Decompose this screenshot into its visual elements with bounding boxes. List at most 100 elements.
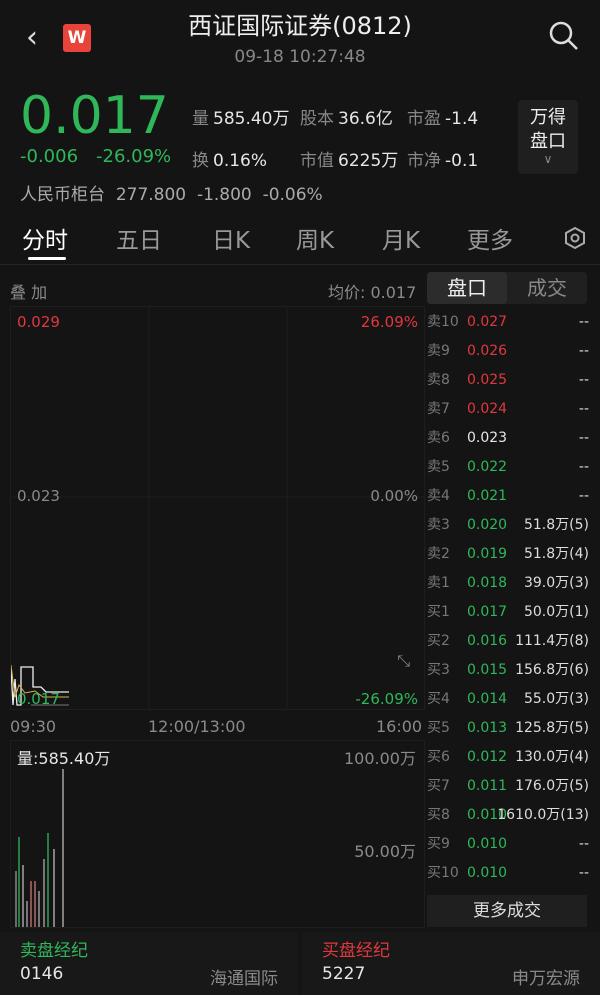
tab-daily[interactable]: 日K [212,228,251,254]
level-label: 卖3 [427,517,450,533]
level-volume: 156.8万(6) [515,662,589,678]
stat-key: 量 [192,109,209,129]
tab-trades[interactable]: 成交 [527,276,567,300]
buy-broker-code: 5227 [322,964,366,984]
chart-tabs: 分时 五日 日K 周K 月K 更多 [0,215,600,261]
level-price: 0.013 [467,720,508,736]
stat-value: 36.6亿 [338,109,393,129]
level-label: 卖10 [427,314,459,330]
bid-row[interactable]: 买1 0.017 50.0万(1) [427,598,589,627]
tab-monthly[interactable]: 月K [382,228,421,254]
y-min: 0.017 [17,690,60,708]
back-button[interactable]: ‹ [26,20,38,55]
level-label: 买5 [427,720,450,736]
label: 盘口 [530,131,566,152]
y-mid: 0.023 [17,487,60,505]
stat-item: 股本 36.6亿 [300,104,393,129]
settings-icon[interactable] [563,226,587,250]
ask-row[interactable]: 卖9 0.026 -- [427,337,589,366]
search-icon[interactable] [548,20,580,52]
level-price: 0.014 [467,691,508,707]
bid-row[interactable]: 买4 0.014 55.0万(3) [427,685,589,714]
vol-mid: 50.00万 [354,842,416,861]
rmb-counter: 人民币柜台 277.800 -1.800 -0.06% [20,180,323,205]
stat-item: 换 0.16% [192,146,267,171]
level-label: 买9 [427,836,450,852]
buy-broker-panel[interactable]: 买盘经纪 5227 申万宏源 [302,932,600,995]
quote-time: 09-18 10:27:48 [234,47,366,67]
level-volume: 130.0万(4) [515,749,589,765]
avg-price: 均价: 0.017 [328,283,417,302]
bid-row[interactable]: 买2 0.016 111.4万(8) [427,627,589,656]
ask-row[interactable]: 卖7 0.024 -- [427,395,589,424]
wind-orderbook-button[interactable]: 万得 盘口 ∨ [518,100,578,174]
level-volume: -- [578,836,589,852]
level-volume: 1610.0万(13) [497,807,589,823]
level-price: 0.010 [467,836,508,852]
overlay-button[interactable]: 叠 加 [10,283,48,302]
ask-row[interactable]: 卖8 0.025 -- [427,366,589,395]
bid-row[interactable]: 买9 0.010 -- [427,830,589,859]
stat-key: 市净 [407,151,441,171]
level-price: 0.021 [467,488,508,504]
level-price: 0.015 [467,662,508,678]
active-tab-indicator [28,257,66,260]
stat-value: -0.1 [445,151,479,171]
y-max: 0.029 [17,313,60,331]
level-volume: -- [578,401,589,417]
tab-weekly[interactable]: 周K [296,228,335,254]
level-price: 0.025 [467,372,508,388]
tab-orderbook[interactable]: 盘口 [427,272,507,304]
stock-title: 西证国际证券(0812) [188,12,412,40]
stat-item: 市盈 -1.4 [407,104,478,129]
buy-broker-name: 申万宏源 [512,969,580,989]
more-trades-button[interactable]: 更多成交 [427,895,587,927]
pct-mid: 0.00% [370,487,418,505]
level-label: 买4 [427,691,450,707]
stat-item: 市净 -0.1 [407,146,478,171]
ask-row[interactable]: 卖6 0.023 -- [427,424,589,453]
level-label: 卖7 [427,401,450,417]
divider [0,264,600,265]
ask-row[interactable]: 卖3 0.020 51.8万(5) [427,511,589,540]
tab-intraday[interactable]: 分时 [22,228,68,254]
time-end: 16:00 [376,717,423,736]
stat-value: -1.4 [445,109,479,129]
level-volume: 125.8万(5) [515,720,589,736]
bid-row[interactable]: 买3 0.015 156.8万(6) [427,656,589,685]
ask-row[interactable]: 卖2 0.019 51.8万(4) [427,540,589,569]
bid-row[interactable]: 买6 0.012 130.0万(4) [427,743,589,772]
level-volume: -- [578,430,589,446]
stat-key: 换 [192,151,209,171]
level-price: 0.023 [467,430,508,446]
ask-row[interactable]: 卖10 0.027 -- [427,308,589,337]
app-logo: W [63,24,91,52]
ask-row[interactable]: 卖5 0.022 -- [427,453,589,482]
tab-more[interactable]: 更多 [467,228,513,254]
level-volume: -- [578,372,589,388]
ask-row[interactable]: 卖4 0.021 -- [427,482,589,511]
level-volume: 39.0万(3) [523,575,589,591]
vol-max: 100.00万 [344,749,416,768]
tab-5day[interactable]: 五日 [116,228,162,254]
label: 万得 [530,107,566,128]
stat-value: 6225万 [338,151,399,171]
level-label: 买8 [427,807,450,823]
last-price: 0.017 [20,86,169,146]
level-volume: -- [578,865,589,881]
rmb-change: -1.800 [196,185,252,205]
level-volume: 51.8万(5) [523,517,589,533]
sell-broker-panel[interactable]: 卖盘经纪 0146 海通国际 [0,932,298,995]
bid-row[interactable]: 买7 0.011 176.0万(5) [427,772,589,801]
fullscreen-icon[interactable]: ⤡ [397,651,410,670]
bid-row[interactable]: 买10 0.010 -- [427,859,589,888]
level-price: 0.016 [467,633,508,649]
ask-row[interactable]: 卖1 0.018 39.0万(3) [427,569,589,598]
level-label: 买7 [427,778,450,794]
bid-row[interactable]: 买5 0.013 125.8万(5) [427,714,589,743]
rmb-label: 人民币柜台 [20,185,105,205]
price-change-pct: -26.09% [96,146,172,167]
level-price: 0.022 [467,459,508,475]
bid-row[interactable]: 买8 0.010 1610.0万(13) [427,801,589,830]
level-price: 0.012 [467,749,508,765]
